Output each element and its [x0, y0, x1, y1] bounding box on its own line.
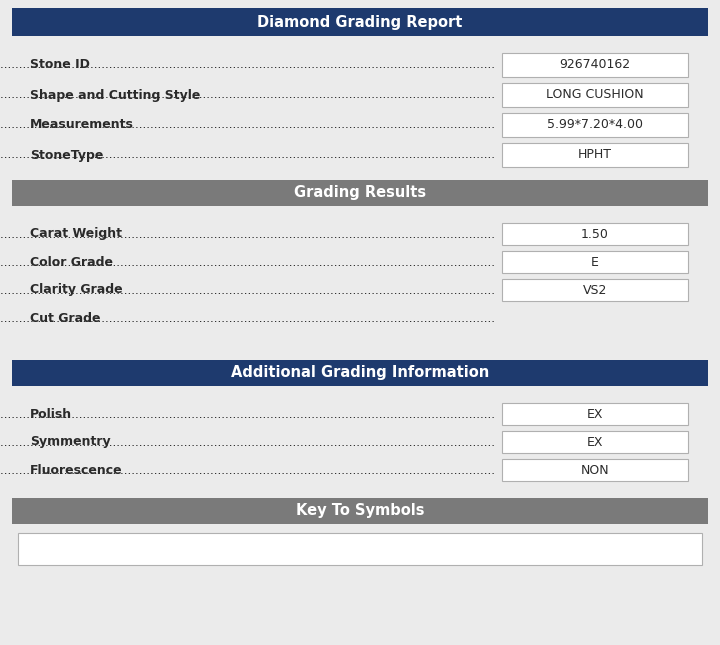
Text: Measurements: Measurements — [30, 119, 134, 132]
Text: EX: EX — [587, 408, 603, 421]
Text: Shape and Cutting Style: Shape and Cutting Style — [30, 88, 200, 101]
Text: LONG CUSHION: LONG CUSHION — [546, 88, 644, 101]
Text: Color Grade: Color Grade — [30, 255, 113, 268]
Text: Stone ID: Stone ID — [30, 59, 90, 72]
Text: ................................................................................: ........................................… — [0, 59, 496, 72]
Text: ................................................................................: ........................................… — [0, 119, 496, 132]
Bar — [12, 8, 708, 36]
Text: ................................................................................: ........................................… — [0, 88, 496, 101]
Text: Symmentry: Symmentry — [30, 435, 111, 448]
Text: HPHT: HPHT — [578, 148, 612, 161]
Text: Fluorescence: Fluorescence — [30, 464, 122, 477]
Bar — [502, 53, 688, 77]
Text: 1.50: 1.50 — [581, 228, 609, 241]
Text: Polish: Polish — [30, 408, 72, 421]
Text: Clarity Grade: Clarity Grade — [30, 284, 122, 297]
Bar — [18, 533, 702, 565]
Text: VS2: VS2 — [582, 284, 607, 297]
Text: 926740162: 926740162 — [559, 59, 631, 72]
Text: EX: EX — [587, 435, 603, 448]
Text: ................................................................................: ........................................… — [0, 228, 496, 241]
Text: Diamond Grading Report: Diamond Grading Report — [257, 14, 463, 30]
Bar — [502, 143, 688, 167]
Bar — [502, 113, 688, 137]
Text: Grading Results: Grading Results — [294, 186, 426, 201]
Bar — [12, 180, 708, 206]
Bar — [12, 360, 708, 386]
Text: ................................................................................: ........................................… — [0, 312, 496, 324]
Text: ................................................................................: ........................................… — [0, 255, 496, 268]
Text: ................................................................................: ........................................… — [0, 148, 496, 161]
Bar — [502, 223, 688, 245]
Text: E: E — [591, 255, 599, 268]
Text: ................................................................................: ........................................… — [0, 408, 496, 421]
Bar — [12, 498, 708, 524]
Text: Carat Weight: Carat Weight — [30, 228, 122, 241]
Text: StoneType: StoneType — [30, 148, 104, 161]
Text: 5.99*7.20*4.00: 5.99*7.20*4.00 — [547, 119, 643, 132]
Bar — [502, 431, 688, 453]
Text: NON: NON — [581, 464, 609, 477]
Text: ................................................................................: ........................................… — [0, 284, 496, 297]
Text: ................................................................................: ........................................… — [0, 464, 496, 477]
Text: ................................................................................: ........................................… — [0, 435, 496, 448]
Text: Additional Grading Information: Additional Grading Information — [231, 366, 489, 381]
Text: Cut Grade: Cut Grade — [30, 312, 101, 324]
Bar — [502, 459, 688, 481]
Bar — [502, 83, 688, 107]
Bar — [502, 251, 688, 273]
Text: Key To Symbols: Key To Symbols — [296, 504, 424, 519]
Bar — [502, 403, 688, 425]
Bar — [502, 279, 688, 301]
